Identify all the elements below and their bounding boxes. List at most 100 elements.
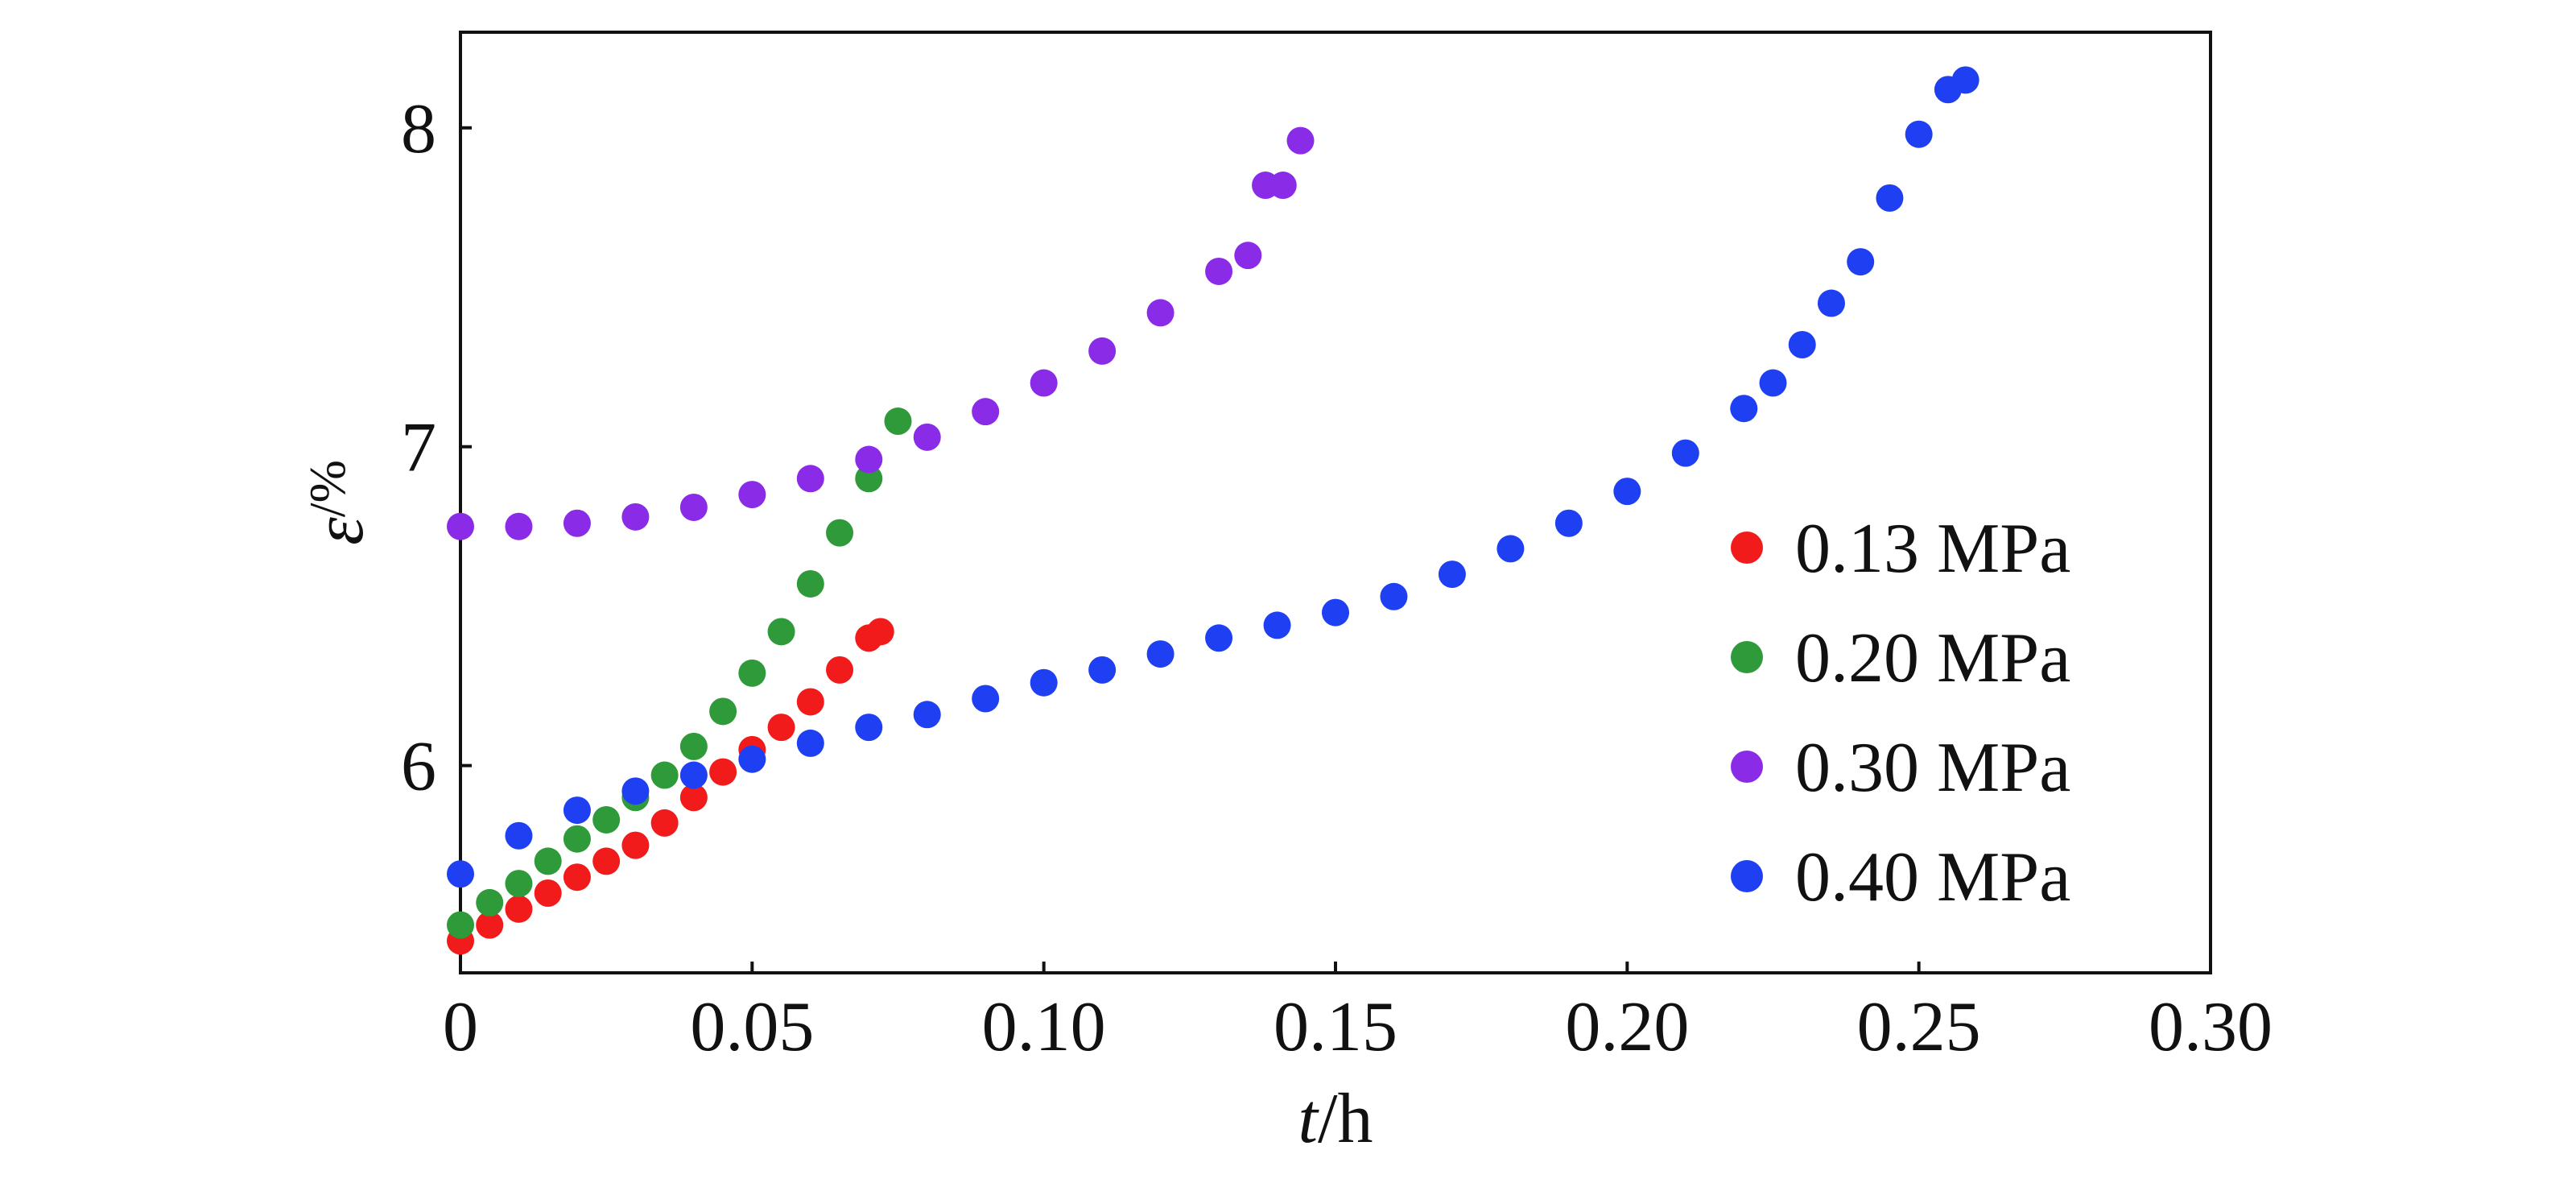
data-point (679, 784, 708, 812)
data-point (563, 796, 591, 825)
data-point (563, 509, 591, 537)
data-point (534, 879, 562, 908)
series-0-40-mpa (447, 66, 1979, 888)
data-point (621, 831, 650, 859)
series-0-20-mpa (447, 407, 912, 939)
data-point (1817, 289, 1845, 317)
data-point (866, 618, 894, 646)
data-point (738, 481, 766, 509)
y-tick-label: 6 (401, 728, 436, 806)
data-point (972, 685, 1000, 713)
data-point (505, 821, 533, 850)
data-point (1269, 172, 1297, 200)
data-point (767, 714, 795, 742)
data-point (447, 911, 474, 939)
data-point (447, 512, 474, 540)
data-point (796, 729, 824, 757)
data-point (1146, 299, 1174, 327)
y-axis-title: ε/% (299, 460, 378, 545)
data-point (621, 777, 650, 805)
data-point (913, 701, 941, 729)
data-point (1951, 66, 1979, 94)
data-point (826, 519, 854, 547)
legend-marker (1731, 641, 1763, 673)
x-tick-label: 0.20 (1565, 988, 1689, 1066)
data-point (476, 911, 504, 939)
y-axis: 6 7 8 (401, 90, 472, 806)
plot-frame (459, 31, 2212, 974)
data-point (1030, 668, 1058, 697)
legend-marker (1731, 860, 1763, 892)
data-point (679, 761, 708, 789)
data-point (709, 697, 737, 726)
data-point (826, 656, 854, 684)
data-point (679, 732, 708, 760)
y-tick-label: 8 (401, 90, 436, 168)
data-point (563, 863, 591, 891)
x-axis-title: t/h (1298, 1080, 1373, 1158)
data-point (1030, 369, 1058, 397)
data-point (1380, 582, 1408, 610)
legend-label: 0.20 MPa (1795, 619, 2070, 697)
data-point (505, 512, 533, 540)
x-tick-label: 0.05 (690, 988, 814, 1066)
data-point (709, 758, 737, 786)
x-tick-label: 0.15 (1274, 988, 1397, 1066)
legend-label: 0.30 MPa (1795, 729, 2070, 807)
data-point (476, 888, 504, 916)
x-tick-label: 0.30 (2149, 988, 2273, 1066)
data-points (447, 66, 1979, 955)
data-point (447, 860, 474, 888)
data-point (796, 465, 824, 493)
data-point (505, 895, 533, 923)
data-point (884, 407, 912, 436)
data-point (1847, 248, 1875, 276)
data-point (855, 714, 883, 742)
legend-label: 0.40 MPa (1795, 838, 2070, 916)
y-tick-label: 7 (401, 409, 436, 487)
y-axis-label: ε/% (299, 460, 378, 545)
data-point (1759, 369, 1787, 397)
legend-marker (1731, 532, 1763, 564)
data-point (1286, 126, 1315, 155)
legend: 0.13 MPa 0.20 MPa 0.30 MPa 0.40 MPa (1731, 510, 2070, 916)
data-point (1554, 509, 1583, 537)
data-point (796, 569, 824, 598)
data-point (1438, 561, 1466, 589)
data-point (505, 870, 533, 898)
data-point (1234, 242, 1262, 270)
x-tick-label: 0 (443, 988, 478, 1066)
data-point (1876, 184, 1904, 212)
data-point (1905, 120, 1933, 148)
data-point (1088, 656, 1117, 684)
data-point (1671, 439, 1699, 467)
data-point (1146, 640, 1174, 668)
data-point (855, 445, 883, 474)
data-point (1496, 535, 1525, 563)
x-tick-label: 0.10 (982, 988, 1106, 1066)
data-point (592, 805, 621, 834)
data-point (1730, 395, 1758, 423)
x-axis-label: t/h (1298, 1080, 1373, 1158)
data-point (1205, 257, 1233, 285)
data-point (1613, 478, 1641, 506)
plot-area: 0 0.05 0.10 0.15 0.20 0.25 0.30 6 7 8 (401, 31, 2273, 1066)
data-point (855, 465, 883, 493)
legend-marker (1731, 751, 1763, 783)
data-point (650, 761, 679, 789)
data-point (621, 503, 650, 531)
data-point (738, 745, 766, 773)
series-0-13-mpa (447, 618, 894, 955)
legend-label: 0.13 MPa (1795, 510, 2070, 588)
data-point (972, 398, 1000, 426)
data-point (534, 847, 562, 875)
data-point (1263, 611, 1291, 639)
data-point (1788, 331, 1816, 359)
data-point (1088, 337, 1117, 365)
data-point (592, 847, 621, 875)
data-point (796, 688, 824, 716)
data-point (650, 809, 679, 837)
data-point (738, 659, 766, 687)
data-point (1205, 624, 1233, 652)
